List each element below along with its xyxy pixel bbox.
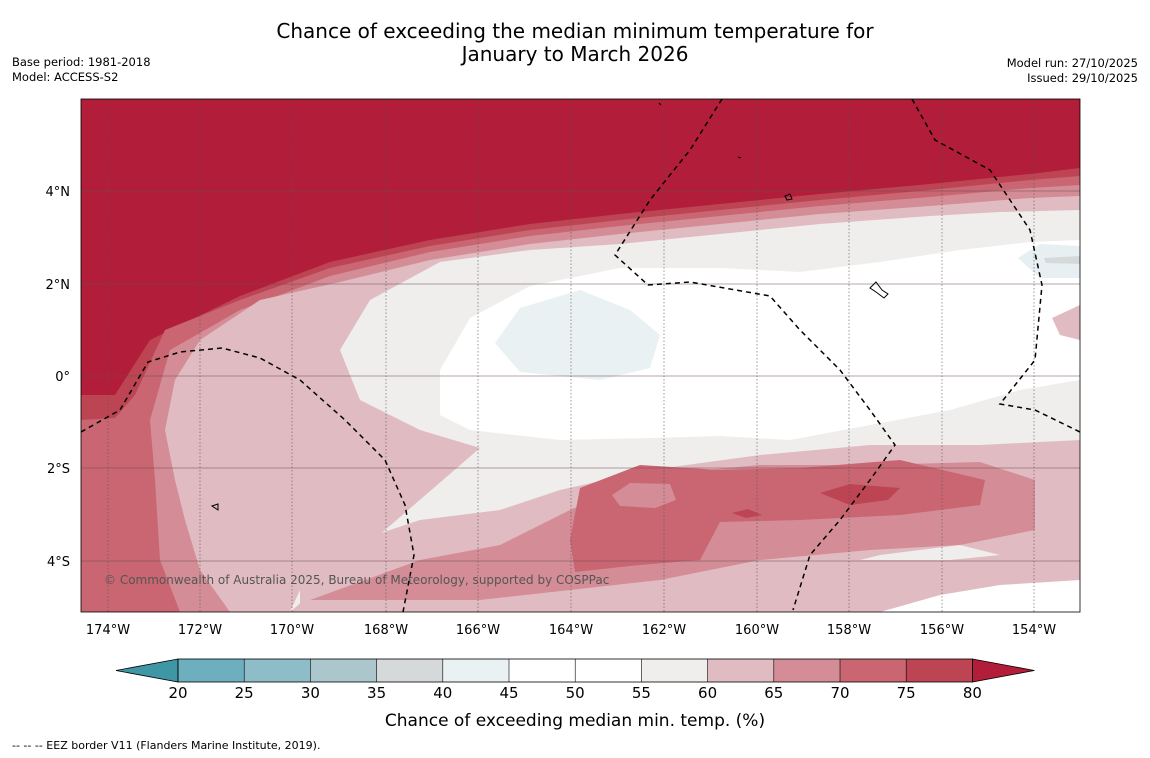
colorbar-tick-label: 75 xyxy=(897,684,916,702)
map-title-line2: January to March 2026 xyxy=(461,42,689,66)
map-frame xyxy=(80,98,1081,613)
model-name: Model: ACCESS-S2 xyxy=(12,70,119,84)
lon-label: 166°W xyxy=(456,623,500,638)
band-35-40-east xyxy=(1044,256,1080,264)
colorbar-segment xyxy=(641,659,708,682)
lon-label: 156°W xyxy=(920,623,964,638)
colorbar-title: Chance of exceeding median min. temp. (%… xyxy=(385,711,765,731)
colorbar-tick-label: 60 xyxy=(698,684,717,702)
lon-label: 170°W xyxy=(270,623,314,638)
lat-label: 4°S xyxy=(47,555,70,570)
lon-label: 174°W xyxy=(86,623,130,638)
colorbar-segment xyxy=(178,659,245,682)
lon-label: 158°W xyxy=(827,623,871,638)
lon-label: 154°W xyxy=(1012,623,1056,638)
islands xyxy=(210,102,889,511)
band-40-45-central xyxy=(495,290,660,380)
colorbar-segment xyxy=(244,659,311,682)
lat-label: 2°N xyxy=(46,278,71,293)
band-65-70-south-blob xyxy=(612,483,676,508)
colorbar-tick-label: 70 xyxy=(830,684,849,702)
base-period: Base period: 1981-2018 xyxy=(12,55,151,69)
latitude-labels: 4°N 2°N 0° 2°S 4°S xyxy=(46,185,71,570)
probability-field xyxy=(81,99,1080,612)
colorbar-extend-low xyxy=(115,658,179,683)
colorbar-tick-label: 40 xyxy=(433,684,452,702)
colorbar: 20 25 30 35 40 45 50 55 60 65 70 75 80 xyxy=(115,658,1035,702)
colorbar-tick-label: 25 xyxy=(235,684,254,702)
lon-label: 164°W xyxy=(549,623,593,638)
meta-right: Model run: 27/10/2025 Issued: 29/10/2025 xyxy=(1007,56,1138,86)
colorbar-segment xyxy=(509,659,576,682)
band-55-60-lower-white xyxy=(880,580,1080,612)
colorbar-extend-high xyxy=(972,658,1035,683)
colorbar-tick-label: 20 xyxy=(168,684,187,702)
colorbar-tick-label: 50 xyxy=(566,684,585,702)
colorbar-segment xyxy=(773,659,840,682)
band-45-55 xyxy=(440,240,1080,440)
colorbar-segment xyxy=(840,659,907,682)
colorbar-segment xyxy=(376,659,443,682)
copyright-text: © Commonwealth of Australia 2025, Bureau… xyxy=(104,573,609,587)
latitude-lines xyxy=(81,190,1080,562)
issued-date: Issued: 29/10/2025 xyxy=(1027,71,1138,85)
colorbar-tick-label: 30 xyxy=(301,684,320,702)
band-75-80-south-dot xyxy=(732,509,762,518)
eez-legend-note: -- -- -- EEZ border V11 (Flanders Marine… xyxy=(12,739,321,752)
graticule xyxy=(107,99,1035,612)
lat-label: 2°S xyxy=(47,462,70,477)
colorbar-segment xyxy=(906,659,973,682)
lat-label: 4°N xyxy=(46,185,71,200)
colorbar-segment xyxy=(442,659,509,682)
colorbar-tick-label: 45 xyxy=(499,684,518,702)
colorbar-tick-label: 35 xyxy=(367,684,386,702)
colorbar-segment xyxy=(707,659,774,682)
colorbar-tick-label: 55 xyxy=(632,684,651,702)
map-title-line1: Chance of exceeding the median minimum t… xyxy=(276,19,874,43)
colorbar-tick-label: 80 xyxy=(963,684,982,702)
colorbar-segment xyxy=(310,659,377,682)
band-60-65-east-blob xyxy=(1052,305,1080,340)
meta-left: Base period: 1981-2018 Model: ACCESS-S2 xyxy=(12,55,151,85)
colorbar-segment xyxy=(575,659,642,682)
lat-label: 0° xyxy=(55,370,70,385)
longitude-labels: 174°W 172°W 170°W 168°W 166°W 164°W 162°… xyxy=(86,623,1056,638)
lon-label: 162°W xyxy=(642,623,686,638)
eez-borders xyxy=(81,99,1080,612)
lon-label: 168°W xyxy=(364,623,408,638)
model-run: Model run: 27/10/2025 xyxy=(1006,56,1138,70)
lon-label: 160°W xyxy=(735,623,779,638)
lon-label: 172°W xyxy=(178,623,222,638)
colorbar-tick-label: 65 xyxy=(764,684,783,702)
